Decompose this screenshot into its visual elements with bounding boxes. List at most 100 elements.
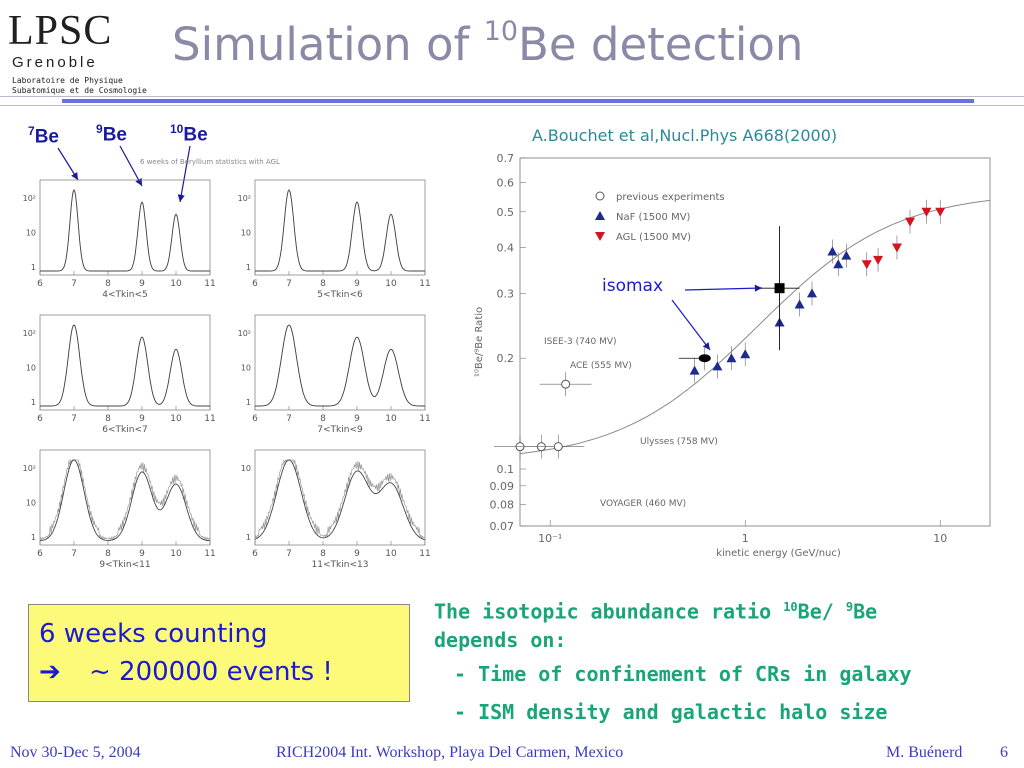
hist-x-tick: 11 (419, 549, 430, 559)
hist-x-tick: 7 (286, 549, 292, 559)
point-agl (905, 217, 916, 227)
isotope-label-be9: 9Be (96, 122, 127, 146)
point-agl (921, 207, 932, 217)
hist-y-tick: 10² (23, 194, 36, 203)
hist-x-tick: 9 (354, 279, 360, 289)
hist-y-tick: 10 (241, 229, 251, 238)
hist-y-tick: 1 (246, 533, 251, 542)
abundance-bullet1: - Time of confinement of CRs in galaxy (454, 661, 912, 686)
histogram-panel: 6 7 8 9 10 11 10² 10 1 4<Tkin<5 (23, 179, 216, 300)
hist-panel-label: 4<Tkin<5 (102, 290, 147, 300)
footer-author: M. Buénerd (886, 744, 963, 761)
hist-caption: 6 weeks of Beryllium statistics with AGL (140, 158, 280, 166)
hist-y-tick: 1 (246, 263, 251, 272)
isomax-label: isomax (602, 276, 664, 296)
legend-entry: AGL (1500 MV) (616, 232, 691, 243)
title-underline (0, 96, 1024, 106)
hist-x-tick: 10 (170, 414, 182, 424)
legend-marker (595, 211, 605, 220)
hist-x-tick: 9 (139, 279, 145, 289)
hist-x-tick: 6 (252, 414, 258, 424)
hist-fit (254, 459, 426, 541)
hist-x-tick: 8 (320, 414, 326, 424)
point-naf (841, 250, 852, 260)
hist-data (40, 189, 210, 272)
hist-x-tick: 8 (320, 549, 326, 559)
point-agl (873, 255, 884, 265)
model-curve (519, 199, 991, 455)
point-agl (861, 260, 872, 270)
plot-y-tick: 0.09 (490, 480, 515, 493)
histogram-panel: 6 7 8 9 10 11 10² 10 1 5<Tkin<6 (238, 179, 431, 300)
hist-y-tick: 10² (23, 464, 36, 473)
abundance-line2: depends on: (434, 627, 567, 652)
hist-x-tick: 9 (354, 549, 360, 559)
hist-y-tick: 10² (238, 194, 251, 203)
point-naf (827, 246, 838, 256)
hist-panel-label: 5<Tkin<6 (317, 290, 363, 300)
plot-annotation: Ulysses (758 MV) (640, 437, 718, 447)
plot-y-tick: 0.08 (490, 499, 515, 512)
abundance-bullet2: - ISM density and galactic halo size (454, 699, 888, 724)
hist-x-tick: 8 (320, 279, 326, 289)
hist-y-tick: 10² (238, 329, 251, 338)
histogram-grid: 6 weeks of Beryllium statistics with AGL… (23, 158, 431, 570)
hist-x-tick: 10 (170, 549, 182, 559)
abundance-text: The isotopic abundance ratio 10Be/ 9Be d… (434, 590, 1024, 729)
title-suffix: Be detection (518, 18, 804, 71)
hist-fit (255, 189, 425, 272)
hist-x-tick: 6 (37, 279, 43, 289)
hist-x-tick: 11 (204, 279, 215, 289)
hist-y-tick: 10 (241, 364, 251, 373)
plot-y-tick: 0.7 (497, 152, 515, 165)
hist-y-tick: 10 (241, 464, 251, 473)
logo-lab-name: Laboratoire de Physique Subatomique et d… (12, 76, 147, 96)
hist-x-tick: 6 (252, 549, 258, 559)
plot-y-tick: 0.3 (497, 287, 515, 300)
histogram-panel: 6 7 8 9 10 11 10² 10 1 6<Tkin<7 (23, 314, 216, 435)
point-naf (712, 361, 723, 371)
hist-x-tick: 7 (286, 279, 292, 289)
hist-x-tick: 7 (71, 549, 77, 559)
hist-fit (40, 189, 210, 272)
plot-frame (519, 157, 991, 527)
reference-citation: A.Bouchet et al,Nucl.Phys A668(2000) (532, 126, 838, 145)
hist-x-tick: 11 (204, 414, 215, 424)
lpsc-logo: LPSC Grenoble Laboratoire de Physique Su… (4, 6, 164, 96)
plot-x-tick: 10⁻¹ (538, 532, 562, 545)
hist-fit (255, 324, 425, 407)
hist-y-tick: 1 (246, 398, 251, 407)
point-agl (935, 207, 946, 217)
hist-y-tick: 10 (26, 229, 36, 238)
hist-y-tick: 10 (26, 364, 36, 373)
plot-x-label: kinetic energy (GeV/nuc) (716, 548, 841, 559)
slide-title: Simulation of 10Be detection (172, 16, 804, 71)
plot-y-tick: 0.2 (497, 352, 515, 365)
hist-y-tick: 1 (31, 263, 36, 272)
abundance-line1: The isotopic abundance ratio 10Be/ 9Be (434, 599, 878, 624)
hist-x-tick: 6 (37, 414, 43, 424)
hist-panel-label: 6<Tkin<7 (102, 425, 147, 435)
hist-y-tick: 10² (23, 329, 36, 338)
arrow-be10 (177, 145, 191, 203)
plot-annotation: VOYAGER (460 MV) (600, 499, 686, 509)
event-count-box: 6 weeks counting ➔ ~ 200000 events ! (28, 604, 410, 702)
point-naf (726, 353, 737, 363)
plot-y-tick: 0.07 (490, 520, 515, 533)
hist-x-tick: 7 (286, 414, 292, 424)
logo-city: Grenoble (12, 54, 98, 71)
point-isomax (698, 354, 711, 363)
hist-y-tick: 1 (31, 533, 36, 542)
arrow-isomax-2 (671, 299, 711, 351)
arrow-be7 (57, 147, 79, 181)
hist-x-tick: 11 (204, 549, 215, 559)
hist-x-tick: 9 (354, 414, 360, 424)
plot-y-tick: 0.5 (497, 206, 515, 219)
histogram-panel: 6 7 8 9 10 11 10² 10 1 9<Tkin<11 (23, 449, 216, 570)
histogram-panel: 6 7 8 9 10 11 10² 10 1 7<Tkin<9 (238, 314, 431, 435)
hist-x-tick: 6 (252, 279, 258, 289)
footer-page-number: 6 (1000, 744, 1008, 761)
hist-x-tick: 11 (419, 279, 430, 289)
histogram-panel: 6 7 8 9 10 11 10 1 11<Tkin<13 (241, 449, 431, 570)
